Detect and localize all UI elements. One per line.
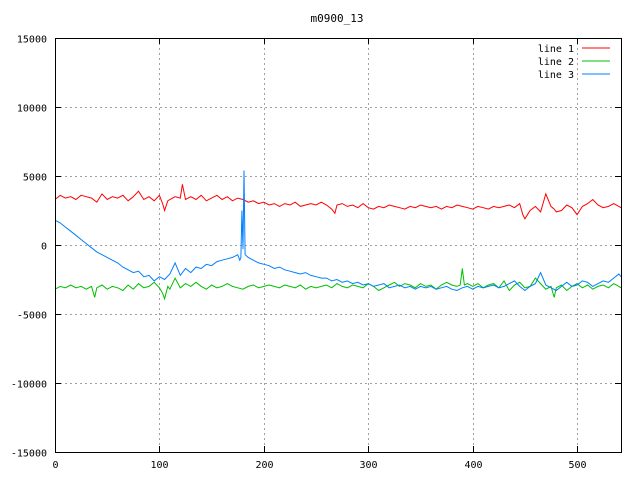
y-tick-label: 5000 <box>23 173 47 184</box>
x-tick-label: 400 <box>464 460 482 471</box>
series-lines <box>54 170 622 301</box>
x-tick-label: 0 <box>52 460 58 471</box>
legend-label: line 2 <box>538 57 574 68</box>
legend-label: line 3 <box>538 70 574 81</box>
chart-title: m0900_13 <box>311 12 364 25</box>
series-line-3 <box>54 170 622 292</box>
legend: line 1 line 2 line 3 <box>538 44 610 81</box>
y-tick-label: 0 <box>41 242 47 253</box>
y-tick-label: 10000 <box>17 104 47 115</box>
series-line-1 <box>54 184 622 220</box>
grid-lines <box>55 38 621 452</box>
y-tick-label: -10000 <box>11 380 47 391</box>
x-tick-label: 200 <box>255 460 273 471</box>
x-tick-label: 100 <box>150 460 168 471</box>
legend-label: line 1 <box>538 44 574 55</box>
y-tick-label: -15000 <box>11 449 47 460</box>
x-tick-label: 500 <box>568 460 586 471</box>
x-tick-label: 300 <box>359 460 377 471</box>
axis-ticks: 0 100 200 300 400 500 -15000 -10000 -5000 0 5000 10… <box>11 35 621 471</box>
y-tick-label: -5000 <box>17 311 47 322</box>
y-tick-label: 15000 <box>17 35 47 46</box>
